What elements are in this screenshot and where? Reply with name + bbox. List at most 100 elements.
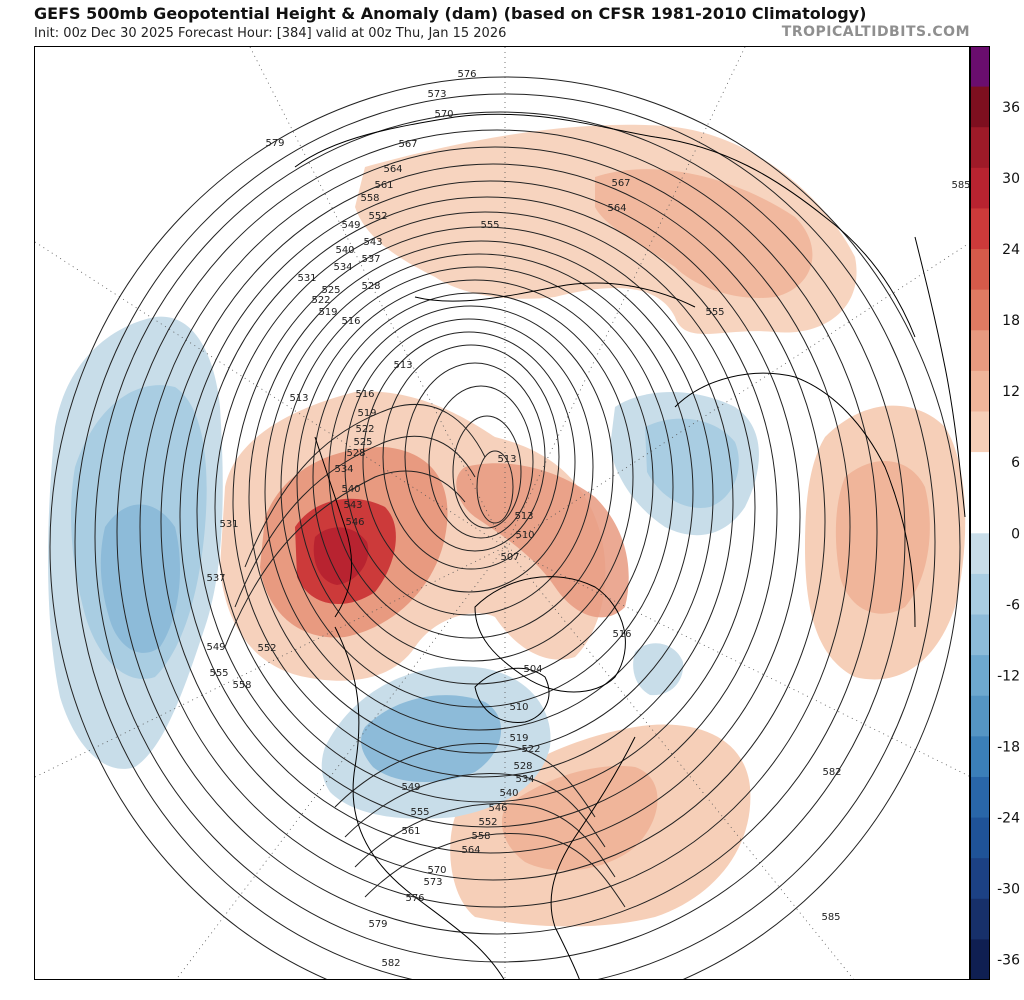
contour-label: 519: [509, 733, 528, 744]
page-title: GEFS 500mb Geopotential Height & Anomaly…: [34, 4, 867, 23]
anomaly-alaska-peak: [313, 527, 369, 585]
contour-label: 564: [607, 203, 626, 214]
colorbar-tick-label: 18: [1002, 313, 1020, 329]
colorbar-swatch: [970, 167, 990, 209]
colorbar-swatch: [970, 573, 990, 616]
contour-ring: [428, 385, 534, 539]
contour-label: 513: [497, 454, 516, 465]
contour-label: 546: [345, 517, 364, 528]
colorbar-tick-label: 24: [1002, 242, 1020, 258]
contour-label: 516: [341, 316, 360, 327]
contour-ring: [232, 226, 734, 778]
contour-ridge: [234, 435, 476, 608]
anomaly-siberia-core: [595, 169, 813, 298]
contour-ring: [344, 318, 594, 616]
contour-label: 561: [374, 180, 393, 191]
colorbar-svg: 36 30 24 18 12 6 0 -6 -12 -18 -24 -30 -36: [970, 46, 1020, 980]
graticule: [35, 47, 969, 979]
contour-label: 555: [209, 668, 228, 679]
contour-label: 582: [822, 767, 841, 778]
anomaly-europe-core: [835, 460, 930, 614]
contour-label: 522: [311, 295, 330, 306]
contour-label: 558: [360, 193, 379, 204]
colorbar-swatch: [970, 411, 990, 453]
colorbar-swatch: [970, 127, 990, 169]
contour-ring: [214, 211, 756, 803]
contour-label: 528: [513, 761, 532, 772]
colorbar-tick-label: 36: [1002, 100, 1020, 116]
contour-label: 522: [521, 744, 540, 755]
contour-label: 528: [361, 281, 380, 292]
colorbar-border: [970, 46, 990, 980]
colorbar-tick-label: -36: [997, 953, 1020, 969]
coast-hudson: [474, 667, 550, 723]
contour-label: 513: [393, 360, 412, 371]
contour-ring: [382, 344, 560, 570]
contour-label: 534: [515, 774, 534, 785]
contour-ring: [49, 76, 961, 979]
contour-label: 510: [509, 702, 528, 713]
contour-label: 579: [368, 919, 387, 930]
contour-label: 582: [381, 958, 400, 969]
colorbar-tick-label: -18: [997, 740, 1020, 756]
contour-label: 567: [398, 139, 417, 150]
contour-label: 573: [423, 877, 442, 888]
contour-label: 543: [363, 237, 382, 248]
colorbar-swatch: [970, 817, 990, 859]
anomaly-greenland: [456, 463, 629, 618]
contour-label: 567: [611, 178, 630, 189]
contour-label: 555: [480, 220, 499, 231]
colorbar-tick-label: 6: [1011, 455, 1020, 471]
contour-label: 549: [341, 220, 360, 231]
coast-greenland: [474, 576, 626, 693]
contour-labels: 5765735705675645615585525495435405375345…: [206, 69, 969, 969]
contour-label: 549: [206, 642, 225, 653]
contour-ring: [476, 450, 514, 524]
colorbar-swatch: [970, 452, 990, 494]
coast-siberia-north: [414, 282, 696, 308]
contour-ring: [296, 279, 654, 685]
contour-ring: [280, 266, 674, 708]
contour-label: 540: [341, 484, 360, 495]
contour-label: 534: [334, 464, 353, 475]
contour-ring: [74, 93, 936, 979]
map-svg: 5765735705675645615585525495435405375345…: [35, 47, 969, 979]
colorbar-swatch: [970, 858, 990, 900]
contour-trough: [364, 833, 626, 908]
contour-label: 519: [318, 307, 337, 318]
contour-trough: [334, 743, 596, 818]
contour-label: 531: [219, 519, 238, 530]
map-panel[interactable]: 576 573 570 567 564 561 558 552 549 543 540 537 534 5…: [34, 46, 970, 980]
height-contours: [49, 76, 961, 979]
contour-label: 528: [346, 448, 365, 459]
contour-label: 531: [297, 273, 316, 284]
brand-watermark[interactable]: TROPICALTIDBITS.COM: [781, 24, 970, 40]
colorbar-tick-label: -30: [997, 882, 1020, 898]
contour-ridge: [224, 470, 466, 648]
contour-label: 543: [343, 500, 362, 511]
colorbar-swatch: [970, 614, 990, 656]
contour-label: 516: [355, 389, 374, 400]
contour-label: 570: [427, 865, 446, 876]
contour-label: 564: [383, 164, 402, 175]
contour-label: 516: [612, 629, 631, 640]
coastlines: [294, 113, 966, 979]
contour-ring: [196, 196, 778, 828]
contour-ring: [94, 111, 906, 963]
contour-label: 513: [514, 511, 533, 522]
contour-label: 537: [206, 573, 225, 584]
contour-ring: [312, 292, 634, 662]
anomaly-atlantic-small: [633, 643, 684, 696]
anomaly-east-us-core: [501, 766, 658, 871]
contour-label: 537: [361, 254, 380, 265]
contour-label: 552: [257, 643, 276, 654]
contour-label: 525: [321, 285, 340, 296]
forecast-info: Init: 00z Dec 30 2025 Forecast Hour: [38…: [34, 26, 507, 41]
contour-label: 576: [405, 893, 424, 904]
colorbar-tick-label: -6: [1006, 597, 1020, 613]
header: GEFS 500mb Geopotential Height & Anomaly…: [0, 0, 1024, 46]
contour-label: 570: [434, 109, 453, 120]
contour-label: 576: [457, 69, 476, 80]
colorbar-swatch: [970, 492, 990, 534]
coast-east-us: [550, 736, 636, 979]
